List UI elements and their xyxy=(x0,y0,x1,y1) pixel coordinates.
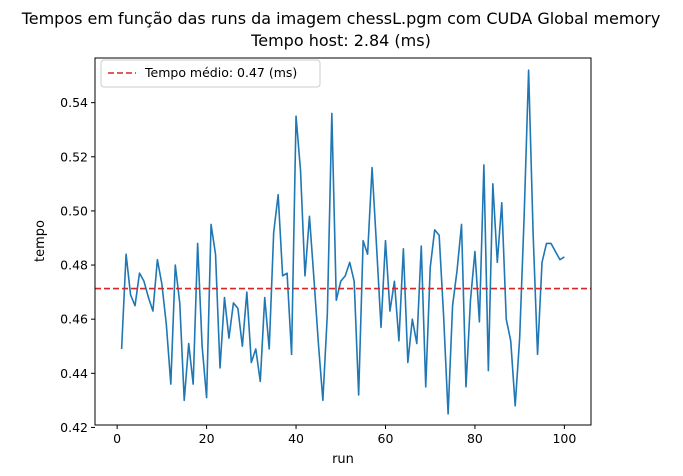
x-axis-label: run xyxy=(332,452,354,467)
y-tick-label: 0.44 xyxy=(60,366,88,381)
y-tick-label: 0.46 xyxy=(60,312,88,327)
y-tick-label: 0.42 xyxy=(60,420,88,435)
y-tick-label: 0.48 xyxy=(60,258,88,273)
legend: Tempo médio: 0.47 (ms) xyxy=(100,59,321,88)
y-axis-label: tempo xyxy=(33,220,48,262)
x-tick-label: 80 xyxy=(467,431,483,446)
x-tick-label: 20 xyxy=(199,431,215,446)
legend-label: Tempo médio: 0.47 (ms) xyxy=(144,65,297,80)
x-tick-label: 0 xyxy=(113,431,121,446)
plot-background xyxy=(95,58,591,425)
x-tick-label: 60 xyxy=(378,431,394,446)
x-tick-label: 100 xyxy=(552,431,576,446)
chart-title: Tempos em função das runs da imagem ches… xyxy=(21,9,661,28)
y-tick-label: 0.54 xyxy=(60,95,88,110)
chart-subtitle: Tempo host: 2.84 (ms) xyxy=(250,31,431,50)
legend-box xyxy=(100,59,321,88)
plot-area: 0 20 40 60 80 100 0.42 0.44 0.46 0.48 0.50 0.52 0.54 xyxy=(60,57,592,446)
series-line-0 xyxy=(120,69,565,415)
axes-frame xyxy=(94,57,592,426)
y-tick-label: 0.50 xyxy=(60,203,88,218)
y-tick-label: 0.52 xyxy=(60,149,88,164)
x-tick-label: 40 xyxy=(288,431,304,446)
